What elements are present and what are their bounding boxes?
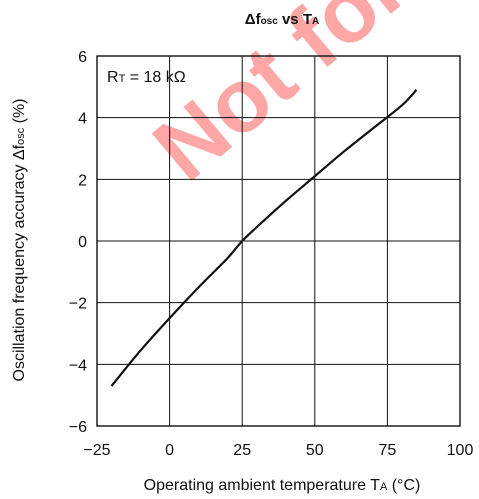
y-tick-label: −4 (69, 357, 87, 374)
x-tick-label: 25 (233, 442, 251, 459)
x-tick-label: 100 (447, 442, 474, 459)
y-tick-label: 2 (78, 172, 87, 189)
annotation-rt: RT = 18 kΩ (107, 69, 186, 86)
y-tick-label: 4 (78, 111, 87, 128)
y-tick-label: 6 (78, 49, 87, 66)
y-axis-label: Oscillation frequency accuracy Δfosc (%) (11, 98, 28, 381)
watermark-text: Not for (136, 0, 426, 200)
y-tick-labels: −6 −4 −2 0 2 4 6 (69, 49, 87, 436)
x-tick-labels: −25 0 25 50 75 100 (83, 442, 473, 459)
y-tick-label: 0 (78, 234, 87, 251)
chart-title: Δfosc vs TA (245, 11, 319, 28)
x-tick-label: 75 (379, 442, 397, 459)
series-line (110, 89, 418, 387)
x-tick-label: 0 (165, 442, 174, 459)
y-tick-label: −2 (69, 296, 87, 313)
x-tick-label: 50 (306, 442, 324, 459)
x-axis-label: Operating ambient temperature TA (°C) (144, 477, 421, 494)
x-tick-label: −25 (83, 442, 110, 459)
y-tick-label: −6 (69, 419, 87, 436)
